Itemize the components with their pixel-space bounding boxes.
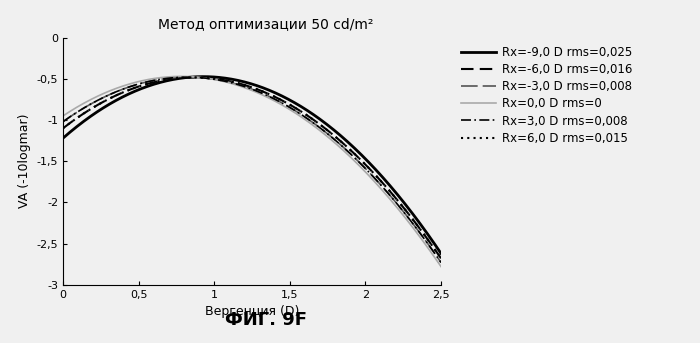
Text: Метод оптимизации 50 cd/m²: Метод оптимизации 50 cd/m² — [158, 17, 374, 31]
X-axis label: Вергенция (D): Вергенция (D) — [205, 305, 299, 318]
Rx=6,0 D rms=0,015 — [282, 101, 290, 105]
Rx=6,0 D rms=0,015 — [312, 120, 321, 124]
Rx=-6,0 D rms=0,016 — [344, 146, 352, 150]
Rx=3,0 D rms=0,008 — [59, 120, 67, 124]
Rx=0,0 D rms=0 — [59, 114, 67, 118]
Rx=0,0 D rms=0 — [177, 74, 186, 79]
Line: Rx=6,0 D rms=0,015: Rx=6,0 D rms=0,015 — [63, 78, 441, 258]
Rx=-6,0 D rms=0,016 — [59, 126, 67, 130]
Rx=-3,0 D rms=0,008 — [312, 123, 321, 127]
Rx=-3,0 D rms=0,008 — [437, 260, 445, 264]
Rx=-3,0 D rms=0,008 — [126, 85, 134, 89]
Rx=6,0 D rms=0,015 — [156, 79, 164, 83]
Rx=3,0 D rms=0,008 — [156, 77, 164, 81]
Rx=-6,0 D rms=0,016 — [156, 79, 164, 83]
Y-axis label: VA (-10logmar): VA (-10logmar) — [18, 114, 31, 209]
Rx=6,0 D rms=0,015 — [126, 87, 134, 92]
Rx=6,0 D rms=0,015 — [190, 75, 199, 80]
Rx=-6,0 D rms=0,016 — [437, 256, 445, 260]
Rx=0,0 D rms=0 — [312, 126, 321, 130]
Line: Rx=3,0 D rms=0,008: Rx=3,0 D rms=0,008 — [63, 77, 441, 262]
Rx=6,0 D rms=0,015 — [437, 256, 445, 260]
Rx=0,0 D rms=0 — [282, 105, 290, 109]
Rx=-3,0 D rms=0,008 — [156, 77, 164, 81]
Rx=-9,0 D rms=0,025 — [437, 251, 445, 256]
Rx=3,0 D rms=0,008 — [437, 260, 445, 264]
Rx=-3,0 D rms=0,008 — [344, 150, 352, 154]
Rx=-3,0 D rms=0,008 — [59, 120, 67, 124]
Rx=6,0 D rms=0,015 — [59, 126, 67, 130]
Rx=-9,0 D rms=0,025 — [199, 74, 207, 79]
Rx=-3,0 D rms=0,008 — [282, 103, 290, 107]
Rx=-6,0 D rms=0,016 — [230, 80, 239, 84]
Rx=-9,0 D rms=0,025 — [282, 96, 290, 100]
Rx=-9,0 D rms=0,025 — [126, 92, 134, 96]
Rx=3,0 D rms=0,008 — [183, 75, 192, 79]
Rx=-9,0 D rms=0,025 — [59, 136, 67, 140]
Rx=6,0 D rms=0,015 — [230, 80, 239, 84]
Rx=-6,0 D rms=0,016 — [126, 87, 134, 92]
Rx=-6,0 D rms=0,016 — [312, 120, 321, 124]
Rx=3,0 D rms=0,008 — [312, 123, 321, 127]
Rx=3,0 D rms=0,008 — [344, 150, 352, 154]
Rx=6,0 D rms=0,015 — [344, 146, 352, 150]
Rx=-6,0 D rms=0,016 — [282, 101, 290, 105]
Rx=-3,0 D rms=0,008 — [230, 82, 239, 86]
Rx=-9,0 D rms=0,025 — [230, 78, 239, 82]
Rx=3,0 D rms=0,008 — [282, 103, 290, 107]
Rx=-3,0 D rms=0,008 — [183, 75, 192, 79]
Rx=0,0 D rms=0 — [437, 264, 445, 269]
Text: ФИГ. 9F: ФИГ. 9F — [225, 311, 307, 329]
Rx=-6,0 D rms=0,016 — [190, 75, 199, 80]
Rx=-9,0 D rms=0,025 — [312, 114, 321, 118]
Rx=3,0 D rms=0,008 — [126, 85, 134, 89]
Rx=-9,0 D rms=0,025 — [344, 140, 352, 144]
Legend: Rx=-9,0 D rms=0,025, Rx=-6,0 D rms=0,016, Rx=-3,0 D rms=0,008, Rx=0,0 D rms=0, R: Rx=-9,0 D rms=0,025, Rx=-6,0 D rms=0,016… — [458, 44, 635, 147]
Line: Rx=-3,0 D rms=0,008: Rx=-3,0 D rms=0,008 — [63, 77, 441, 262]
Rx=0,0 D rms=0 — [230, 82, 239, 86]
Rx=0,0 D rms=0 — [344, 153, 352, 157]
Line: Rx=0,0 D rms=0: Rx=0,0 D rms=0 — [63, 76, 441, 267]
Line: Rx=-6,0 D rms=0,016: Rx=-6,0 D rms=0,016 — [63, 78, 441, 258]
Line: Rx=-9,0 D rms=0,025: Rx=-9,0 D rms=0,025 — [63, 76, 441, 253]
Rx=-9,0 D rms=0,025 — [156, 80, 164, 84]
Rx=0,0 D rms=0 — [156, 75, 164, 80]
Rx=3,0 D rms=0,008 — [230, 82, 239, 86]
Rx=0,0 D rms=0 — [126, 82, 134, 86]
